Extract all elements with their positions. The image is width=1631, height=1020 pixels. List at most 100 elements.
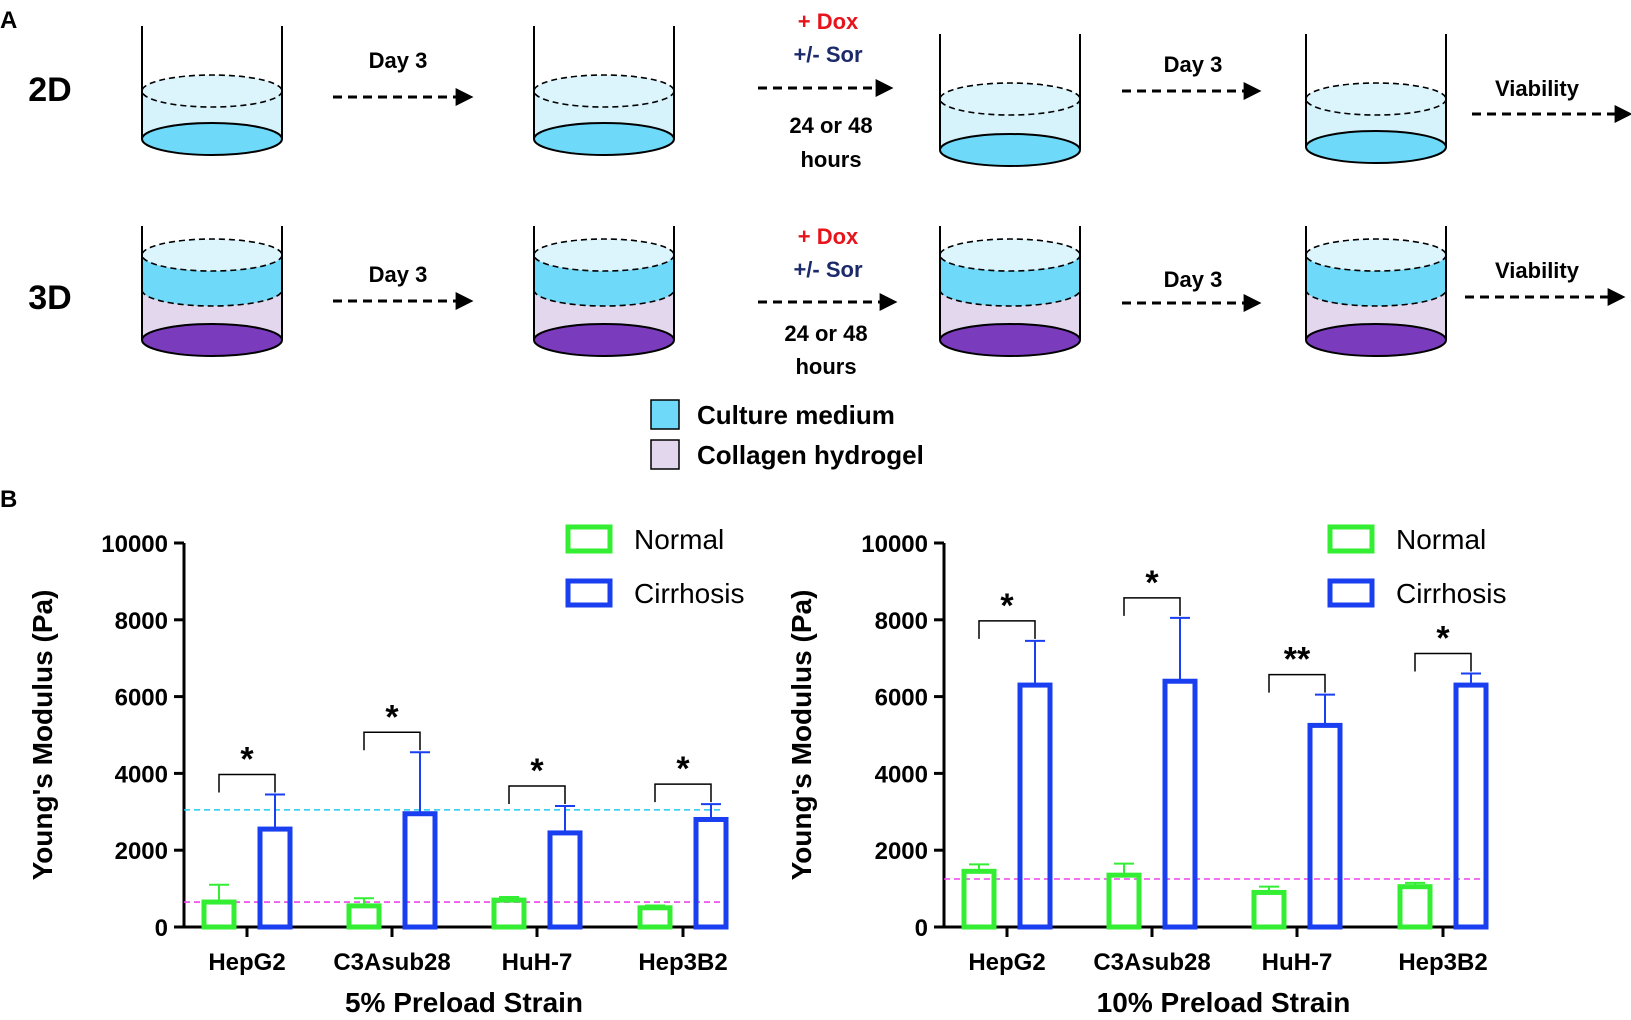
legend-swatch-normal — [565, 524, 613, 554]
duration-3d-line1: 24 or 48 — [784, 321, 867, 346]
y-tick-label: 2000 — [115, 838, 168, 865]
well-2d-3 — [939, 34, 1081, 167]
bar-normal-c3asub28 — [346, 903, 382, 930]
dox-label-3d: + Dox — [798, 224, 859, 249]
y-axis-title: Young's Modulus (Pa) — [786, 590, 817, 881]
medium-surface — [141, 238, 283, 272]
legend-swatch-cirrhosis — [1327, 578, 1375, 608]
legend-label-0: Culture medium — [697, 400, 895, 430]
y-tick-label: 6000 — [115, 685, 168, 712]
medium-bottom — [939, 133, 1081, 167]
legend-label-normal: Normal — [634, 524, 724, 555]
significance-bracket — [654, 783, 712, 803]
legend-label-normal: Normal — [1396, 524, 1486, 555]
bar-cirrhosis-c3asub28 — [402, 811, 438, 930]
y-tick-label: 0 — [915, 915, 928, 942]
significance-bracket — [978, 620, 1036, 639]
legend-label-cirrhosis: Cirrhosis — [1396, 578, 1506, 609]
y-tick-label: 8000 — [875, 608, 928, 635]
chart-10pct-preload: 0 2000 4000 6000 8000 10000 Young's Modulus (P… — [786, 524, 1506, 1018]
bar-cirrhosis-hep3b2 — [693, 816, 729, 930]
bar-cirrhosis-hepg2 — [1017, 682, 1053, 930]
dox-label-2d: + Dox — [798, 9, 859, 34]
y-tick-label: 10000 — [101, 531, 168, 558]
well-2d-2 — [533, 26, 675, 156]
y-tick-label: 8000 — [115, 608, 168, 635]
sor-label-3d: +/- Sor — [793, 257, 863, 282]
significance-bracket — [508, 785, 566, 805]
significance-bracket — [1123, 597, 1181, 616]
bar-cirrhosis-hep3b2 — [1453, 682, 1489, 930]
medium-surface — [939, 82, 1081, 116]
x-tick-label: HuH-7 — [502, 949, 573, 976]
y-tick-label: 4000 — [875, 761, 928, 788]
significance-marker: * — [1000, 587, 1014, 625]
x-tick-label: HepG2 — [208, 949, 285, 976]
legend-swatch-0 — [650, 399, 680, 430]
y-tick-label: 6000 — [875, 685, 928, 712]
significance-bracket — [1268, 673, 1326, 693]
workflow-panel: 2D Day 3 + Dox +/- Sor 24 or 48 hours Day 3 Via… — [28, 9, 1631, 379]
bar-cirrhosis-c3asub28 — [1162, 678, 1198, 930]
x-tick-label: C3Asub28 — [333, 949, 450, 976]
day-label-2d-1: Day 3 — [369, 48, 428, 73]
x-axis-title: 10% Preload Strain — [1097, 987, 1351, 1018]
row-label-2d: 2D — [28, 71, 71, 109]
hydrogel-surface — [533, 289, 675, 307]
medium-surface — [533, 74, 675, 108]
hydrogel-bottom — [1305, 323, 1447, 357]
legend-swatch-cirrhosis — [565, 578, 613, 608]
significance-marker: * — [530, 752, 544, 790]
legend-label-cirrhosis: Cirrhosis — [634, 578, 744, 609]
workflow-legend: Culture medium Collagen hydrogel — [650, 399, 924, 470]
viability-label-2d: Viability — [1495, 76, 1580, 101]
bar-normal-c3asub28 — [1106, 872, 1142, 930]
bar-cirrhosis-huh-7 — [1307, 722, 1343, 930]
sor-label-2d: +/- Sor — [793, 42, 863, 67]
x-tick-label: Hep3B2 — [1398, 949, 1487, 976]
well-3d-3 — [939, 226, 1081, 357]
medium-bottom — [141, 122, 283, 156]
bar-normal-hepg2 — [201, 899, 237, 930]
well-3d-2 — [533, 226, 675, 357]
medium-bottom — [533, 122, 675, 156]
day-label-3d-1: Day 3 — [369, 262, 428, 287]
well-2d-4 — [1305, 34, 1447, 164]
x-axis-title: 5% Preload Strain — [345, 987, 583, 1018]
day-label-3d-3: Day 3 — [1164, 267, 1223, 292]
duration-2d-line2: hours — [800, 147, 861, 172]
bar-normal-huh-7 — [491, 897, 527, 930]
medium-surface — [939, 238, 1081, 272]
hydrogel-bottom — [533, 323, 675, 357]
bar-cirrhosis-hepg2 — [257, 826, 293, 930]
x-tick-label: Hep3B2 — [638, 949, 727, 976]
hydrogel-surface — [141, 289, 283, 307]
medium-bottom — [1305, 130, 1447, 164]
medium-surface — [141, 74, 283, 108]
hydrogel-bottom — [141, 323, 283, 357]
significance-marker: ** — [1284, 641, 1311, 679]
x-tick-label: HepG2 — [968, 949, 1045, 976]
y-tick-label: 10000 — [861, 531, 928, 558]
bar-normal-huh-7 — [1251, 889, 1287, 930]
significance-bracket — [218, 773, 276, 793]
significance-marker: * — [240, 741, 254, 779]
significance-marker: * — [676, 750, 690, 788]
legend-swatch-normal — [1327, 524, 1375, 554]
significance-marker: * — [1145, 564, 1159, 602]
well-3d-4 — [1305, 226, 1447, 357]
row-label-3d: 3D — [28, 279, 71, 317]
panel-label-a: A — [0, 7, 17, 34]
y-tick-label: 2000 — [875, 838, 928, 865]
well-3d-1 — [141, 226, 283, 357]
x-tick-label: HuH-7 — [1262, 949, 1333, 976]
duration-2d-line1: 24 or 48 — [789, 113, 872, 138]
well-2d-1 — [141, 26, 283, 156]
bar-normal-hep3b2 — [637, 905, 673, 930]
y-tick-label: 0 — [155, 915, 168, 942]
duration-3d-line2: hours — [795, 354, 856, 379]
x-tick-label: C3Asub28 — [1093, 949, 1210, 976]
significance-bracket — [363, 731, 421, 751]
chart-5pct-preload: 0 2000 4000 6000 8000 10000 Young's Modulus (P… — [27, 524, 744, 1018]
medium-surface — [1305, 82, 1447, 116]
